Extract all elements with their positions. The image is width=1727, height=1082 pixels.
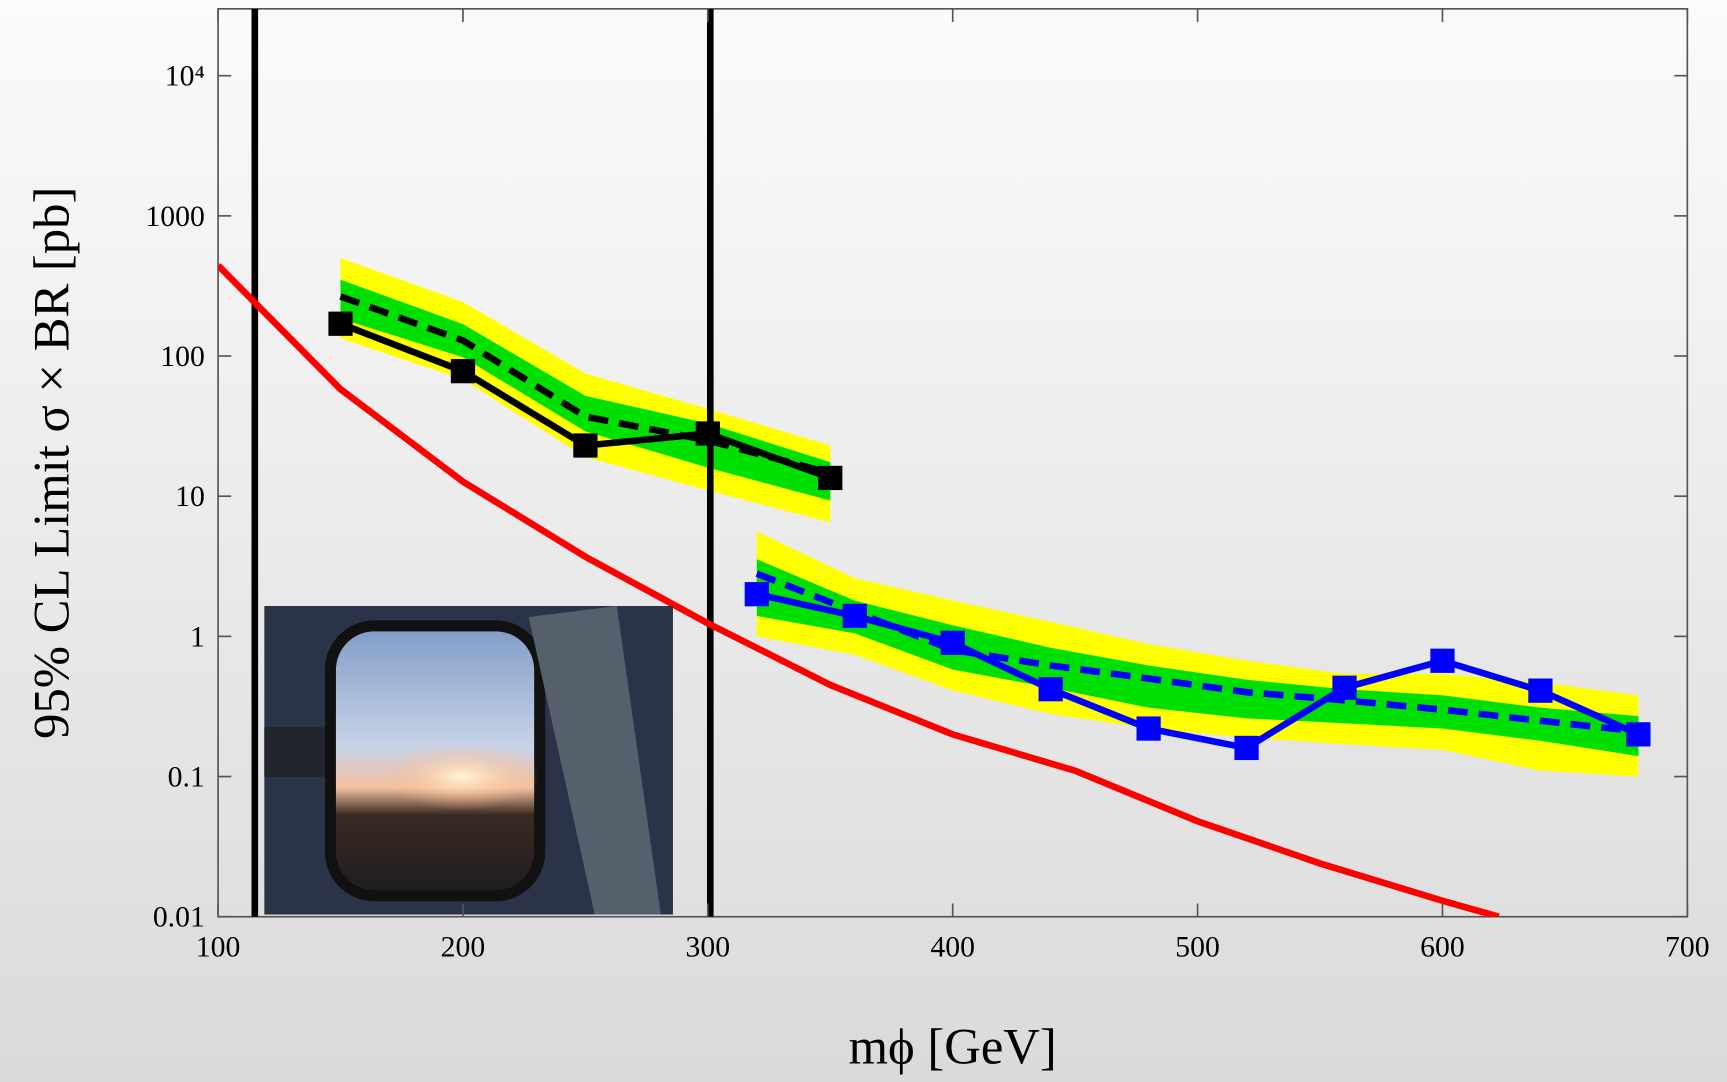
x-tick-label: 500 bbox=[1175, 930, 1220, 963]
y-tick-label: 0.01 bbox=[153, 901, 205, 934]
marker bbox=[450, 359, 476, 384]
marker bbox=[744, 582, 769, 607]
y-tick-label: 0.1 bbox=[168, 760, 205, 793]
marker bbox=[1332, 675, 1357, 700]
x-tick-label: 200 bbox=[441, 930, 486, 963]
y-tick-label: 10 bbox=[175, 480, 205, 513]
plot-area bbox=[218, 8, 1640, 917]
marker bbox=[573, 433, 598, 458]
series-line bbox=[218, 263, 1500, 917]
inset-photo bbox=[264, 606, 673, 915]
x-tick-label: 300 bbox=[686, 930, 731, 963]
y-tick-label: 1000 bbox=[145, 200, 204, 233]
y-tick-label: 10⁴ bbox=[165, 60, 205, 93]
marker bbox=[1626, 722, 1651, 747]
marker bbox=[1136, 716, 1161, 741]
x-axis-label: mϕ [GeV] bbox=[849, 1018, 1057, 1074]
marker bbox=[842, 603, 867, 629]
y-axis-label: 95% CL Limit σ × BR [pb] bbox=[23, 187, 79, 739]
marker bbox=[940, 630, 965, 655]
marker bbox=[1038, 677, 1063, 702]
y-tick-label: 1 bbox=[190, 620, 205, 653]
series-line bbox=[756, 590, 1640, 752]
x-tick-label: 700 bbox=[1665, 930, 1710, 963]
y-tick-label: 100 bbox=[160, 340, 205, 373]
x-tick-label: 600 bbox=[1420, 930, 1465, 963]
x-tick-label: 400 bbox=[930, 930, 975, 963]
marker bbox=[818, 465, 843, 491]
marker bbox=[328, 311, 353, 336]
marker bbox=[1430, 648, 1455, 673]
x-tick-label: 100 bbox=[196, 930, 241, 963]
marker bbox=[695, 421, 720, 446]
marker bbox=[1234, 735, 1259, 761]
marker bbox=[1528, 678, 1553, 703]
